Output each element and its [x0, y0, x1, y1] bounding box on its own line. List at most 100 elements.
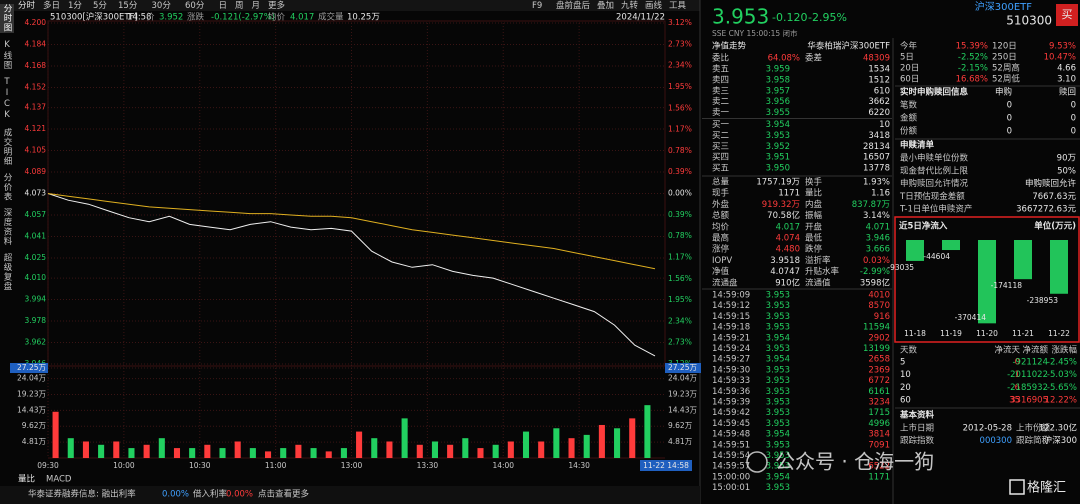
- row-value: 0: [1071, 114, 1076, 124]
- stat-label: 流通值: [805, 277, 831, 288]
- row-value: 0: [1007, 114, 1012, 124]
- trade-volume: 4010: [868, 291, 890, 301]
- stat-label: 总量: [712, 177, 730, 188]
- quote-meta: SSE CNY 15:00:15 闭市: [712, 28, 798, 38]
- flow-cell: -5.65%: [1047, 383, 1077, 393]
- row-value: 沪深300: [1044, 435, 1077, 446]
- tool-button[interactable]: 盘前盘后: [556, 0, 591, 11]
- row-value: 50%: [1057, 166, 1076, 176]
- stat-label: 流通盘: [712, 277, 738, 288]
- period-tab[interactable]: 1分: [68, 1, 82, 11]
- order-ratio: 64.08%: [768, 54, 800, 64]
- toolbar-tab[interactable]: 分价表: [2, 172, 12, 202]
- toolbar-tab[interactable]: TICK: [2, 76, 12, 121]
- period-tab[interactable]: 分时: [18, 0, 36, 11]
- level-price: 3.959: [766, 65, 790, 75]
- info-vol: 10.25万: [347, 13, 380, 23]
- trade-price: 3.953: [766, 344, 790, 354]
- period-tab[interactable]: 多日: [43, 0, 60, 11]
- info-chg-label: 涨跌: [187, 12, 205, 23]
- period-tab[interactable]: 月: [252, 1, 261, 11]
- tool-button[interactable]: 工具: [669, 1, 687, 11]
- volume-bar: [249, 448, 256, 458]
- perf-label: 52周低: [992, 74, 1020, 85]
- stat-value: 1171: [778, 189, 800, 199]
- y2-tick-label: 0.39%: [668, 210, 692, 219]
- trade-price: 3.953: [766, 323, 790, 333]
- level-price: 3.950: [766, 164, 790, 174]
- trade-price: 3.953: [766, 398, 790, 408]
- indicator-tab[interactable]: 量比: [18, 474, 35, 485]
- volume-bar: [629, 418, 636, 458]
- perf-label: 20日: [900, 64, 919, 74]
- volume-tick-label: 19.23万: [17, 389, 46, 398]
- toolbar-tab[interactable]: K线图: [2, 39, 12, 70]
- indicator-tab[interactable]: MACD: [46, 475, 72, 485]
- level-volume: 28134: [863, 142, 890, 152]
- perf-value: 4.66: [1057, 64, 1076, 74]
- tool-button[interactable]: F9: [532, 1, 542, 11]
- flow-bar: [942, 240, 960, 251]
- period-tab[interactable]: 15分: [118, 1, 138, 11]
- toolbar-tab[interactable]: 超级复盘: [2, 253, 12, 291]
- flow-title: 近5日净流入: [899, 221, 948, 232]
- order-ratio: 委差: [805, 53, 822, 64]
- row-value: 申购赎回允许: [1025, 178, 1077, 189]
- x-tick-label: 14:30: [568, 461, 590, 470]
- period-tab[interactable]: 日: [219, 1, 228, 11]
- stat-label: 内盘: [805, 199, 823, 210]
- row-label: 上市日期: [900, 423, 934, 434]
- y-tick-label: 4.041: [25, 231, 47, 240]
- flow-value-label: -370414: [955, 313, 987, 322]
- volume-bar: [265, 451, 272, 458]
- trade-price: 3.953: [766, 387, 790, 397]
- period-tab[interactable]: 更多: [268, 0, 286, 11]
- stat-value: 3.666: [866, 245, 890, 255]
- trade-time: 14:59:39: [712, 398, 750, 408]
- period-tab[interactable]: 周: [235, 1, 244, 11]
- toolbar-tab[interactable]: 成交明细: [2, 127, 12, 166]
- trade-time: 14:59:57: [712, 462, 750, 472]
- trade-price: 3.953: [766, 462, 790, 472]
- order-ratio: 委比: [712, 53, 729, 64]
- stat-value: 837.87万: [852, 200, 890, 210]
- period-tab[interactable]: 5分: [93, 1, 107, 11]
- stat-value: 4.480: [776, 245, 800, 255]
- section-title: 申赎清单: [900, 140, 935, 151]
- flow-box: [894, 216, 1080, 343]
- flow-cell: -2.45%: [1047, 358, 1077, 368]
- period-tab[interactable]: 30分: [152, 1, 172, 11]
- row-value: 0: [1071, 101, 1076, 111]
- trade-volume: 6522: [868, 462, 890, 472]
- toolbar-tab[interactable]: 分时图: [0, 4, 14, 33]
- flow-value-label: -44604: [923, 252, 950, 261]
- y2-tick-label: 2.34%: [668, 316, 692, 325]
- info-avg-label: 均价: [268, 12, 286, 23]
- buy-button[interactable]: [1056, 4, 1078, 26]
- tool-button[interactable]: 叠加: [597, 0, 614, 11]
- volume-tick-label: 19.23万: [668, 389, 697, 398]
- x-tick-label: 13:00: [341, 461, 363, 470]
- tool-button[interactable]: 画线: [645, 0, 663, 11]
- level-label: 卖五: [712, 65, 730, 75]
- volume-bar: [325, 451, 332, 458]
- volume-tick-label: 9.62万: [22, 421, 47, 430]
- row-label: 笔数: [900, 100, 918, 111]
- toolbar-tab[interactable]: 深度资料: [2, 208, 12, 246]
- y-tick-label: 4.184: [25, 39, 47, 48]
- quote-change: -0.120: [772, 11, 807, 24]
- x-tick-label: 13:30: [417, 461, 439, 470]
- status-more: 点击查看更多: [258, 489, 310, 500]
- trade-volume: 7091: [868, 440, 890, 450]
- trade-volume: 2658: [868, 355, 890, 365]
- perf-label: 60日: [900, 75, 919, 85]
- stat-value: 1.16: [871, 189, 890, 199]
- tool-button[interactable]: 九转: [621, 0, 639, 11]
- y-tick-label: 4.152: [25, 82, 47, 91]
- flow-date: 11-19: [940, 329, 962, 338]
- period-tab[interactable]: 60分: [185, 1, 205, 11]
- info-vol-label: 成交量: [318, 12, 344, 23]
- stat-value: 910亿: [775, 277, 800, 288]
- level-price: 3.954: [766, 120, 790, 130]
